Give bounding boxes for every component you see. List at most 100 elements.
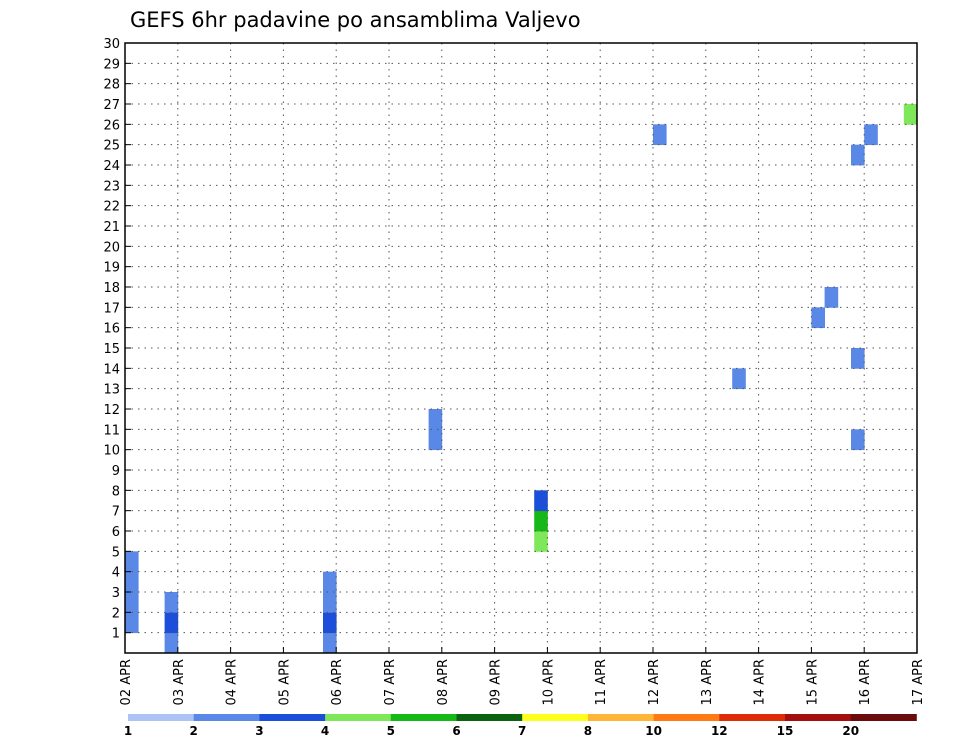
legend-swatch bbox=[850, 714, 917, 721]
precip-cell bbox=[903, 104, 918, 125]
legend-label: 10 bbox=[645, 724, 662, 738]
precip-cell bbox=[534, 531, 548, 552]
precip-cell bbox=[864, 124, 878, 146]
y-tick-label: 7 bbox=[112, 505, 120, 520]
precip-cell bbox=[125, 571, 139, 593]
precip-cell bbox=[851, 144, 865, 166]
precip-cell bbox=[534, 510, 548, 532]
precip-cell bbox=[851, 348, 865, 369]
legend-swatch bbox=[128, 714, 195, 721]
y-axis: 1234567891011121314151617181920212223242… bbox=[103, 37, 131, 642]
y-tick-label: 3 bbox=[112, 586, 120, 601]
precip-cell bbox=[428, 409, 443, 430]
precip-cell bbox=[732, 368, 746, 390]
y-tick-label: 11 bbox=[103, 423, 120, 438]
precip-cell bbox=[125, 551, 139, 573]
y-tick-label: 6 bbox=[112, 525, 120, 540]
y-tick-label: 16 bbox=[103, 322, 120, 337]
legend-swatch bbox=[193, 714, 260, 721]
y-tick-label: 4 bbox=[112, 566, 120, 581]
legend-label: 4 bbox=[321, 724, 329, 738]
legend-label: 5 bbox=[387, 724, 395, 738]
precip-cell bbox=[534, 490, 548, 512]
legend-label: 6 bbox=[452, 724, 460, 738]
precip-cell bbox=[164, 632, 179, 654]
precip-cell bbox=[125, 592, 139, 613]
precip-cell bbox=[323, 612, 337, 634]
legend-label: 15 bbox=[777, 724, 794, 738]
x-tick-label: 05 APR bbox=[277, 659, 292, 705]
legend-swatch bbox=[325, 714, 392, 721]
x-tick-label: 16 APR bbox=[858, 659, 873, 705]
y-tick-label: 25 bbox=[103, 139, 120, 154]
x-tick-label: 13 APR bbox=[700, 659, 715, 705]
x-tick-label: 15 APR bbox=[805, 659, 820, 705]
legend-label: 12 bbox=[711, 724, 728, 738]
x-tick-label: 06 APR bbox=[330, 659, 345, 705]
y-tick-label: 1 bbox=[112, 627, 120, 642]
x-tick-label: 07 APR bbox=[383, 659, 398, 705]
precip-cell bbox=[323, 592, 337, 613]
x-tick-label: 14 APR bbox=[753, 659, 768, 705]
y-tick-label: 14 bbox=[103, 362, 120, 377]
y-tick-label: 10 bbox=[103, 444, 120, 459]
x-tick-label: 11 APR bbox=[594, 659, 609, 705]
precip-cell bbox=[428, 429, 443, 451]
x-axis: 02 APR 03 APR 04 APR 05 APR 06 APR 07 APR 08 A… bbox=[119, 647, 926, 705]
y-tick-label: 17 bbox=[103, 301, 120, 316]
x-tick-label: 03 APR bbox=[172, 659, 187, 705]
legend-swatch bbox=[653, 714, 720, 721]
y-tick-label: 15 bbox=[103, 342, 120, 357]
precip-cell bbox=[851, 429, 865, 451]
x-tick-label: 04 APR bbox=[225, 659, 240, 705]
x-tick-label: 08 APR bbox=[436, 659, 451, 705]
y-tick-label: 23 bbox=[103, 179, 120, 194]
y-tick-label: 12 bbox=[103, 403, 120, 418]
precip-cell bbox=[653, 124, 667, 146]
legend-swatch bbox=[522, 714, 589, 721]
y-tick-label: 18 bbox=[103, 281, 120, 296]
x-tick-label: 10 APR bbox=[541, 659, 556, 705]
precip-cell bbox=[824, 287, 839, 308]
y-tick-label: 28 bbox=[103, 78, 120, 93]
y-tick-label: 9 bbox=[112, 464, 120, 479]
precip-cell bbox=[323, 632, 337, 654]
y-tick-label: 22 bbox=[103, 200, 120, 215]
color-legend: 1 2 3 4 5 6 7 8 10 12 15 20 bbox=[124, 714, 917, 738]
y-tick-label: 21 bbox=[103, 220, 120, 235]
legend-swatch bbox=[456, 714, 523, 721]
precip-cell bbox=[323, 571, 337, 593]
precip-cell bbox=[811, 307, 825, 329]
precip-cell bbox=[164, 612, 179, 634]
y-tick-label: 27 bbox=[103, 98, 120, 113]
y-tick-label: 5 bbox=[112, 545, 120, 560]
grid-lines bbox=[125, 43, 918, 653]
y-tick-label: 13 bbox=[103, 383, 120, 398]
data-cells bbox=[125, 104, 918, 654]
y-tick-label: 26 bbox=[103, 118, 120, 133]
y-tick-label: 2 bbox=[112, 606, 120, 621]
y-tick-label: 24 bbox=[103, 159, 120, 174]
plot-frame bbox=[124, 42, 918, 654]
legend-swatch bbox=[587, 714, 654, 721]
legend-swatch bbox=[719, 714, 786, 721]
legend-label: 2 bbox=[190, 724, 198, 738]
y-tick-label: 29 bbox=[103, 57, 120, 72]
legend-label: 1 bbox=[124, 724, 132, 738]
precip-cell bbox=[125, 612, 139, 634]
legend-swatch bbox=[785, 714, 852, 721]
y-tick-label: 19 bbox=[103, 261, 120, 276]
x-tick-label: 02 APR bbox=[119, 659, 134, 705]
y-tick-label: 8 bbox=[112, 484, 120, 499]
precip-cell bbox=[164, 592, 179, 613]
y-tick-label: 20 bbox=[103, 240, 120, 255]
legend-swatch bbox=[259, 714, 326, 721]
legend-swatch bbox=[390, 714, 457, 721]
x-tick-label: 17 APR bbox=[911, 659, 926, 705]
legend-label: 8 bbox=[584, 724, 592, 738]
y-tick-label: 30 bbox=[103, 37, 120, 52]
x-tick-label: 09 APR bbox=[489, 659, 504, 705]
chart-title: GEFS 6hr padavine po ansamblima Valjevo bbox=[130, 8, 581, 32]
legend-label: 3 bbox=[255, 724, 263, 738]
